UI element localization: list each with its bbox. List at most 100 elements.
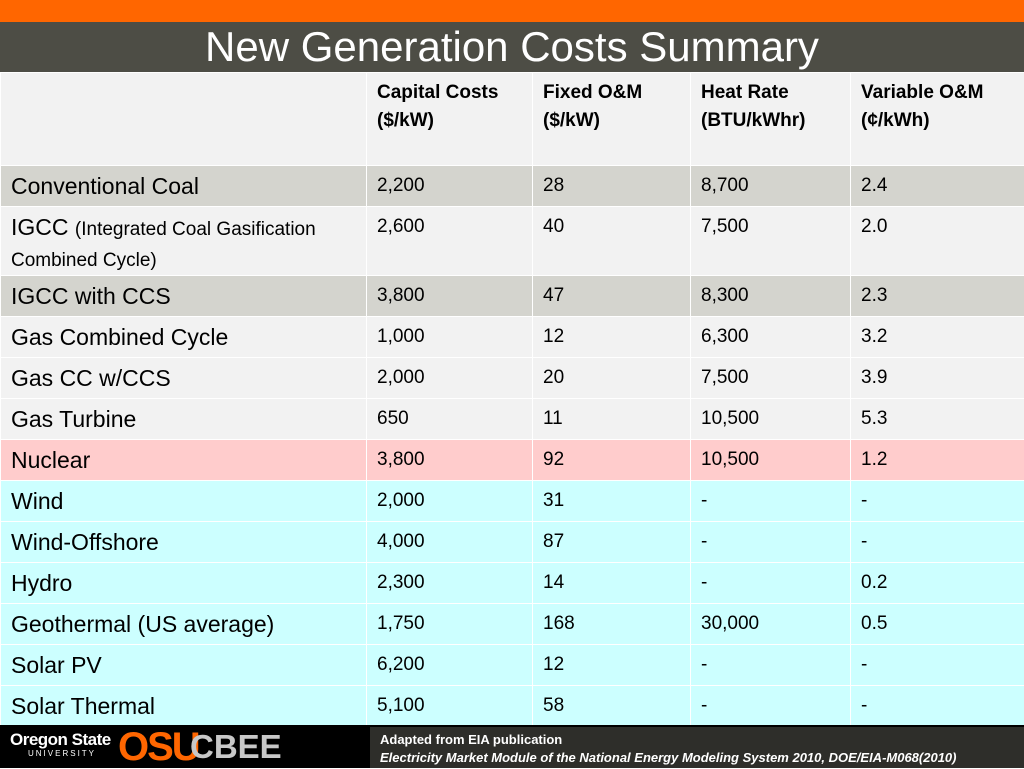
table-row: Gas Turbine 650 11 10,500 5.3: [1, 399, 1024, 440]
header-label: Fixed O&M: [543, 79, 690, 107]
heat-rate-cell: 10,500: [691, 440, 851, 481]
header-label: Heat Rate: [701, 79, 850, 107]
header-unit: ($/kW): [543, 107, 690, 135]
header-variable-om: Variable O&M (¢/kWh): [851, 73, 1024, 166]
header-heat-rate: Heat Rate (BTU/kWhr): [691, 73, 851, 166]
variable-om-cell: 0.2: [851, 563, 1024, 604]
university-wordmark: UNIVERSITY: [28, 749, 96, 758]
osu-logo-mark: OSU: [118, 727, 199, 767]
row-name: Wind-Offshore: [1, 522, 367, 563]
variable-om-cell: 3.9: [851, 358, 1024, 399]
fixed-om-cell: 31: [533, 481, 691, 522]
table-row: Solar PV 6,200 12 - -: [1, 645, 1024, 686]
header-unit: (¢/kWh): [861, 107, 1024, 135]
fixed-om-cell: 40: [533, 207, 691, 276]
row-name: Solar Thermal: [1, 686, 367, 727]
variable-om-cell: 1.2: [851, 440, 1024, 481]
capital-cost-cell: 2,300: [367, 563, 533, 604]
table-row: IGCC (Integrated Coal Gasification Combi…: [1, 207, 1024, 276]
table-row: IGCC with CCS 3,800 47 8,300 2.3: [1, 276, 1024, 317]
row-name: Geothermal (US average): [1, 604, 367, 645]
slide-title: New Generation Costs Summary: [0, 22, 1024, 72]
fixed-om-cell: 58: [533, 686, 691, 727]
capital-cost-cell: 5,100: [367, 686, 533, 727]
capital-cost-cell: 3,800: [367, 440, 533, 481]
variable-om-cell: 5.3: [851, 399, 1024, 440]
source-attribution: Adapted from EIA publication: [380, 732, 562, 747]
table-row: Conventional Coal 2,200 28 8,700 2.4: [1, 166, 1024, 207]
capital-cost-cell: 2,000: [367, 481, 533, 522]
header-fixed-om: Fixed O&M ($/kW): [533, 73, 691, 166]
table-row: Nuclear 3,800 92 10,500 1.2: [1, 440, 1024, 481]
row-name: IGCC (Integrated Coal Gasification Combi…: [1, 207, 367, 276]
capital-cost-cell: 650: [367, 399, 533, 440]
row-name: Hydro: [1, 563, 367, 604]
fixed-om-cell: 20: [533, 358, 691, 399]
heat-rate-cell: 7,500: [691, 207, 851, 276]
footer-bar: Oregon State UNIVERSITY OSU CBEE Adapted…: [0, 725, 1024, 768]
fixed-om-cell: 92: [533, 440, 691, 481]
heat-rate-cell: 10,500: [691, 399, 851, 440]
variable-om-cell: -: [851, 645, 1024, 686]
capital-cost-cell: 2,000: [367, 358, 533, 399]
variable-om-cell: 2.3: [851, 276, 1024, 317]
table-header-row: Capital Costs ($/kW) Fixed O&M ($/kW) He…: [1, 73, 1024, 166]
heat-rate-cell: 30,000: [691, 604, 851, 645]
top-accent-bar: [0, 0, 1024, 22]
row-name: IGCC with CCS: [1, 276, 367, 317]
header-unit: (BTU/kWhr): [701, 107, 850, 135]
capital-cost-cell: 6,200: [367, 645, 533, 686]
capital-cost-cell: 1,000: [367, 317, 533, 358]
row-name: Gas CC w/CCS: [1, 358, 367, 399]
header-unit: ($/kW): [377, 107, 532, 135]
fixed-om-cell: 28: [533, 166, 691, 207]
heat-rate-cell: 8,700: [691, 166, 851, 207]
capital-cost-cell: 2,600: [367, 207, 533, 276]
heat-rate-cell: -: [691, 645, 851, 686]
source-citation: Adapted from EIA publication Electricity…: [370, 727, 1024, 768]
header-label: Variable O&M: [861, 79, 1024, 107]
variable-om-cell: -: [851, 481, 1024, 522]
header-cell-empty: [1, 73, 367, 166]
heat-rate-cell: -: [691, 481, 851, 522]
row-name: Conventional Coal: [1, 166, 367, 207]
fixed-om-cell: 11: [533, 399, 691, 440]
fixed-om-cell: 168: [533, 604, 691, 645]
capital-cost-cell: 1,750: [367, 604, 533, 645]
fixed-om-cell: 12: [533, 645, 691, 686]
table-row: Hydro 2,300 14 - 0.2: [1, 563, 1024, 604]
table-row: Gas Combined Cycle 1,000 12 6,300 3.2: [1, 317, 1024, 358]
heat-rate-cell: 8,300: [691, 276, 851, 317]
heat-rate-cell: 6,300: [691, 317, 851, 358]
row-name: Wind: [1, 481, 367, 522]
row-name: Gas Turbine: [1, 399, 367, 440]
capital-cost-cell: 2,200: [367, 166, 533, 207]
variable-om-cell: 2.0: [851, 207, 1024, 276]
table-row: Geothermal (US average) 1,750 168 30,000…: [1, 604, 1024, 645]
row-name: Nuclear: [1, 440, 367, 481]
heat-rate-cell: -: [691, 563, 851, 604]
table-row: Gas CC w/CCS 2,000 20 7,500 3.9: [1, 358, 1024, 399]
heat-rate-cell: -: [691, 686, 851, 727]
heat-rate-cell: -: [691, 522, 851, 563]
variable-om-cell: 2.4: [851, 166, 1024, 207]
header-label: Capital Costs: [377, 79, 532, 107]
row-name: Solar PV: [1, 645, 367, 686]
variable-om-cell: -: [851, 522, 1024, 563]
capital-cost-cell: 4,000: [367, 522, 533, 563]
row-name: Gas Combined Cycle: [1, 317, 367, 358]
variable-om-cell: -: [851, 686, 1024, 727]
oregon-state-logo: Oregon State: [10, 731, 111, 749]
table-row: Wind-Offshore 4,000 87 - -: [1, 522, 1024, 563]
heat-rate-cell: 7,500: [691, 358, 851, 399]
fixed-om-cell: 47: [533, 276, 691, 317]
variable-om-cell: 3.2: [851, 317, 1024, 358]
fixed-om-cell: 12: [533, 317, 691, 358]
header-capital-costs: Capital Costs ($/kW): [367, 73, 533, 166]
generation-costs-table: Capital Costs ($/kW) Fixed O&M ($/kW) He…: [0, 72, 1024, 727]
fixed-om-cell: 14: [533, 563, 691, 604]
cbee-logo: CBEE: [190, 727, 282, 767]
table-row: Solar Thermal 5,100 58 - -: [1, 686, 1024, 727]
fixed-om-cell: 87: [533, 522, 691, 563]
capital-cost-cell: 3,800: [367, 276, 533, 317]
